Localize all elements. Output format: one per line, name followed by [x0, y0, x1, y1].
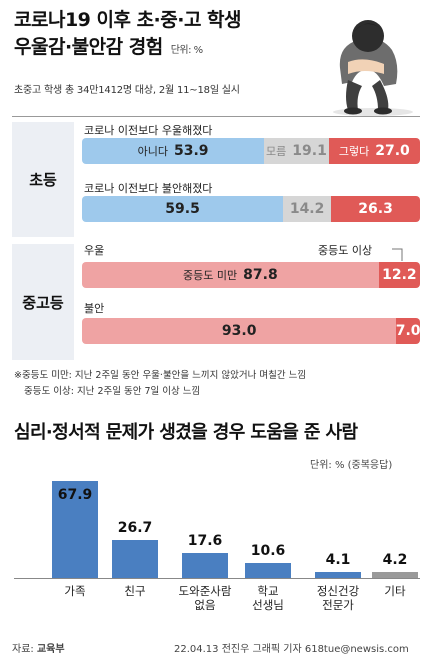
section-divider-top [12, 116, 420, 117]
bar-2 [182, 553, 228, 578]
data-label: 19.1 [292, 143, 327, 159]
unit-label: 단위: % [170, 45, 203, 56]
byline: 22.04.13 전진우 그래픽 기자 618tue@newsis.com [174, 644, 409, 655]
bar-segment-no: 아니다 53.9 [82, 138, 265, 164]
stacked-bar-sec-anxiety: 93.0 7.0 [82, 318, 420, 344]
category-label: 가족 [64, 584, 86, 598]
survey-subtitle: 초중고 학생 총 34만1412명 대상, 2월 11~18일 실시 [14, 85, 240, 96]
bar-segment-unknown: 모름 19.1 [264, 138, 329, 164]
category-label: 도와준사람 없음 [178, 584, 232, 612]
bar-segment-yes: 26.3 [331, 196, 420, 222]
source-label: 자료: [12, 644, 34, 655]
stacked-bar-elem-depressed: 아니다 53.9 모름 19.1 그렇다 27.0 [82, 138, 420, 164]
arms-shape [348, 59, 384, 74]
bar-segment-moderate-above: 12.2 [378, 262, 420, 288]
chart-title-line2-text: 우울감·불안감 경험 [14, 36, 163, 58]
data-label: 59.5 [165, 201, 200, 217]
data-label: 26.3 [358, 201, 393, 217]
segment-name: 중등도 미만 [183, 269, 238, 282]
bar-value-label: 67.9 [57, 487, 93, 503]
bar-3 [245, 563, 291, 578]
segment-name: 아니다 [137, 145, 168, 158]
callout-label: 중등도 이상 [318, 244, 373, 257]
group-label-elementary: 초등 [12, 122, 74, 237]
stacked-bar-sec-depression: 중등도 미만 87.8 12.2 [82, 262, 420, 288]
segment-name: 그렇다 [338, 145, 370, 158]
help-chart-title: 심리·정서적 문제가 생겼을 경우 도움을 준 사람 [14, 422, 358, 443]
bar-segment-below-moderate: 93.0 [82, 318, 397, 344]
question-label: 우울 [84, 244, 105, 257]
bar-value-label: 4.1 [325, 552, 351, 568]
chart-title-line1: 코로나19 이후 초·중·고 학생 [14, 9, 242, 31]
data-label: 7.0 [395, 323, 420, 339]
bar-segment-moderate-above: 7.0 [396, 318, 420, 344]
bar-segment-yes: 그렇다 27.0 [328, 138, 420, 164]
footnote: ※중등도 미만: 지난 2주일 동안 우울·불안을 느끼지 않았거나 며칠간 느… [14, 370, 307, 381]
data-label: 53.9 [174, 143, 209, 159]
data-label: 27.0 [375, 143, 410, 159]
category-label: 기타 [384, 584, 406, 598]
x-axis-line [14, 578, 420, 579]
sad-student-illustration [333, 20, 413, 116]
data-label: 14.2 [289, 201, 325, 217]
question-label: 코로나 이전보다 우울해졌다 [84, 124, 213, 137]
bar-value-label: 4.2 [382, 552, 408, 568]
category-label: 학교 선생님 [252, 584, 284, 612]
group-label-secondary: 중고등 [12, 244, 74, 360]
right-shoe-shape [374, 107, 392, 115]
category-label: 친구 [124, 584, 146, 598]
category-label: 정신건강 전문가 [316, 584, 360, 612]
data-label: 87.8 [243, 267, 278, 283]
help-chart-unit: 단위: % (중복응답) [310, 460, 393, 471]
footnote: 중등도 이상: 지난 2주일 동안 7일 이상 느낌 [24, 386, 201, 397]
question-label: 코로나 이전보다 불안해졌다 [84, 182, 213, 195]
left-leg-shape [346, 80, 362, 110]
chart-title-line2: 우울감·불안감 경험 단위: % [14, 35, 203, 63]
bar-value-label: 17.6 [187, 533, 223, 549]
data-label: 93.0 [221, 323, 257, 339]
source-name: 교육부 [36, 644, 65, 655]
bar-segment-below-moderate: 중등도 미만 87.8 [82, 262, 379, 288]
bar-value-label: 26.7 [117, 520, 153, 536]
question-label: 불안 [84, 302, 105, 315]
bar-value-label: 10.6 [250, 543, 286, 559]
bar-0 [52, 481, 98, 578]
callout-connector [392, 248, 403, 261]
bar-1 [112, 540, 158, 578]
left-shoe-shape [344, 107, 362, 115]
source-credit: 자료: 교육부 [12, 640, 65, 655]
stacked-bar-elem-anxious: 59.5 14.2 26.3 [82, 196, 420, 222]
bar-segment-unknown: 14.2 [283, 196, 332, 222]
bar-4 [315, 572, 361, 578]
segment-name: 모름 [266, 145, 287, 158]
bar-5 [372, 572, 418, 578]
data-label: 12.2 [382, 267, 417, 283]
right-leg-shape [372, 80, 389, 110]
head-shape [352, 20, 384, 52]
bar-segment-no: 59.5 [82, 196, 284, 222]
